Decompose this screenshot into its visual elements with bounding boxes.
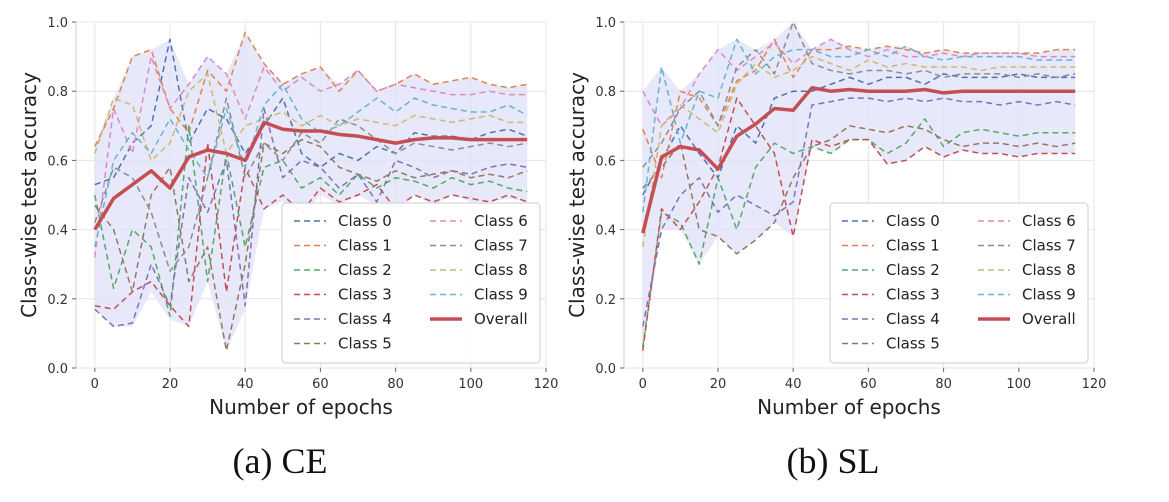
y-tick-label: 0.4: [595, 224, 616, 239]
y-tick-label: 1.0: [595, 16, 616, 31]
caption-ce: (a) CE: [232, 441, 328, 481]
legend-entry: Class 2: [886, 261, 940, 279]
series-line-class-3: [94, 142, 528, 328]
series-line-class-8: [642, 55, 1076, 248]
x-tick-label: 100: [458, 377, 483, 392]
x-axis-label: Number of epochs: [757, 395, 941, 419]
legend-entry: Class 5: [338, 335, 392, 353]
y-tick-label: 0.2: [595, 293, 616, 308]
legend-entry: Class 0: [886, 212, 940, 230]
legend-entry: Class 3: [338, 286, 392, 304]
series-line-class-9: [94, 83, 528, 248]
series-line-class-4: [642, 97, 1076, 327]
series-line-class-7: [642, 21, 1076, 168]
legend-entry: Class 9: [474, 286, 528, 304]
series-line-class-8: [94, 73, 528, 162]
legend-entry: Class 9: [1022, 286, 1076, 304]
y-tick-label: 0.0: [595, 362, 616, 377]
legend-entry: Class 1: [338, 237, 392, 255]
y-tick-label: 0.6: [47, 154, 68, 169]
legend-box: [281, 202, 541, 364]
panel-ce: 0 20 40 60 80 100 120 0.0 0.2 0.4 0.6 0.8 1.0 Number …: [0, 0, 584, 502]
series-line-class-1: [94, 31, 528, 147]
series-line-class-3: [642, 97, 1076, 351]
y-axis-label: Class-wise test accuracy: [17, 72, 41, 318]
x-tick-label: 60: [860, 377, 877, 392]
y-tick-label: 0.8: [47, 85, 68, 100]
legend-entry: Class 5: [886, 335, 940, 353]
y-tick-label: 0.8: [595, 85, 616, 100]
x-tick-label: 20: [710, 377, 727, 392]
x-tick-label: 40: [237, 377, 254, 392]
legend-entry: Class 7: [474, 237, 528, 255]
y-tick-label: 0.0: [47, 362, 68, 377]
series-line-class-0: [642, 73, 1076, 196]
legend-entry: Class 8: [1022, 261, 1076, 279]
x-tick-label: 120: [534, 377, 559, 392]
series-line-class-2: [642, 118, 1076, 348]
legend-entry: Overall: [474, 310, 528, 328]
legend-entry: Class 7: [1022, 237, 1076, 255]
legend-entry: Class 2: [338, 261, 392, 279]
range-band: [642, 22, 1076, 351]
series-line-class-7: [94, 97, 528, 272]
series-line-class-2: [94, 125, 528, 317]
x-tick-label: 120: [1082, 377, 1107, 392]
legend: Class 0 Class 1 Class 2 Class 3 Class 4 Class…: [281, 202, 541, 364]
x-tick-label: 60: [312, 377, 329, 392]
x-axis-label: Number of epochs: [209, 395, 393, 419]
legend-entry: Overall: [1022, 310, 1076, 328]
series-line-class-5: [642, 125, 1076, 255]
series-line-overall: [93, 120, 528, 231]
x-tick-label: 80: [387, 377, 404, 392]
legend-box: [829, 202, 1089, 364]
panel-sl: 0 20 40 60 80 100 120 0.0 0.2 0.4 0.6 0.8 1.0 Number …: [548, 0, 1132, 502]
legend-entry: Class 8: [474, 261, 528, 279]
chart-sl: 0 20 40 60 80 100 120 0.0 0.2 0.4 0.6 0.8 1.0 Number …: [565, 16, 1107, 419]
y-tick-label: 0.4: [47, 224, 68, 239]
legend-entry: Class 1: [886, 237, 940, 255]
legend-entry: Class 4: [338, 310, 392, 328]
series-line-overall: [641, 85, 1076, 234]
legend-entry: Class 6: [1022, 212, 1076, 230]
series-line-class-1: [642, 38, 1076, 179]
legend-entry: Class 4: [886, 310, 940, 328]
legend-entry: Class 6: [474, 212, 528, 230]
range-band: [94, 32, 528, 351]
y-tick-label: 1.0: [47, 16, 68, 31]
x-tick-label: 20: [162, 377, 179, 392]
series-line-class-9: [642, 38, 1076, 213]
y-axis-label: Class-wise test accuracy: [565, 72, 589, 318]
x-tick-label: 0: [91, 377, 99, 392]
series-line-class-6: [94, 55, 528, 258]
caption-sl: (b) SL: [786, 441, 880, 481]
series-line-class-5: [94, 138, 528, 352]
x-tick-label: 100: [1006, 377, 1031, 392]
y-tick-label: 0.2: [47, 293, 68, 308]
chart-ce: 0 20 40 60 80 100 120 0.0 0.2 0.4 0.6 0.8 1.0 Number …: [17, 16, 559, 419]
legend-entry: Class 0: [338, 212, 392, 230]
legend: Class 0 Class 1 Class 2 Class 3 Class 4 Class…: [829, 202, 1089, 364]
legend-entry: Class 3: [886, 286, 940, 304]
y-tick-label: 0.6: [595, 154, 616, 169]
x-tick-label: 0: [639, 377, 647, 392]
x-tick-label: 40: [785, 377, 802, 392]
x-tick-label: 80: [935, 377, 952, 392]
